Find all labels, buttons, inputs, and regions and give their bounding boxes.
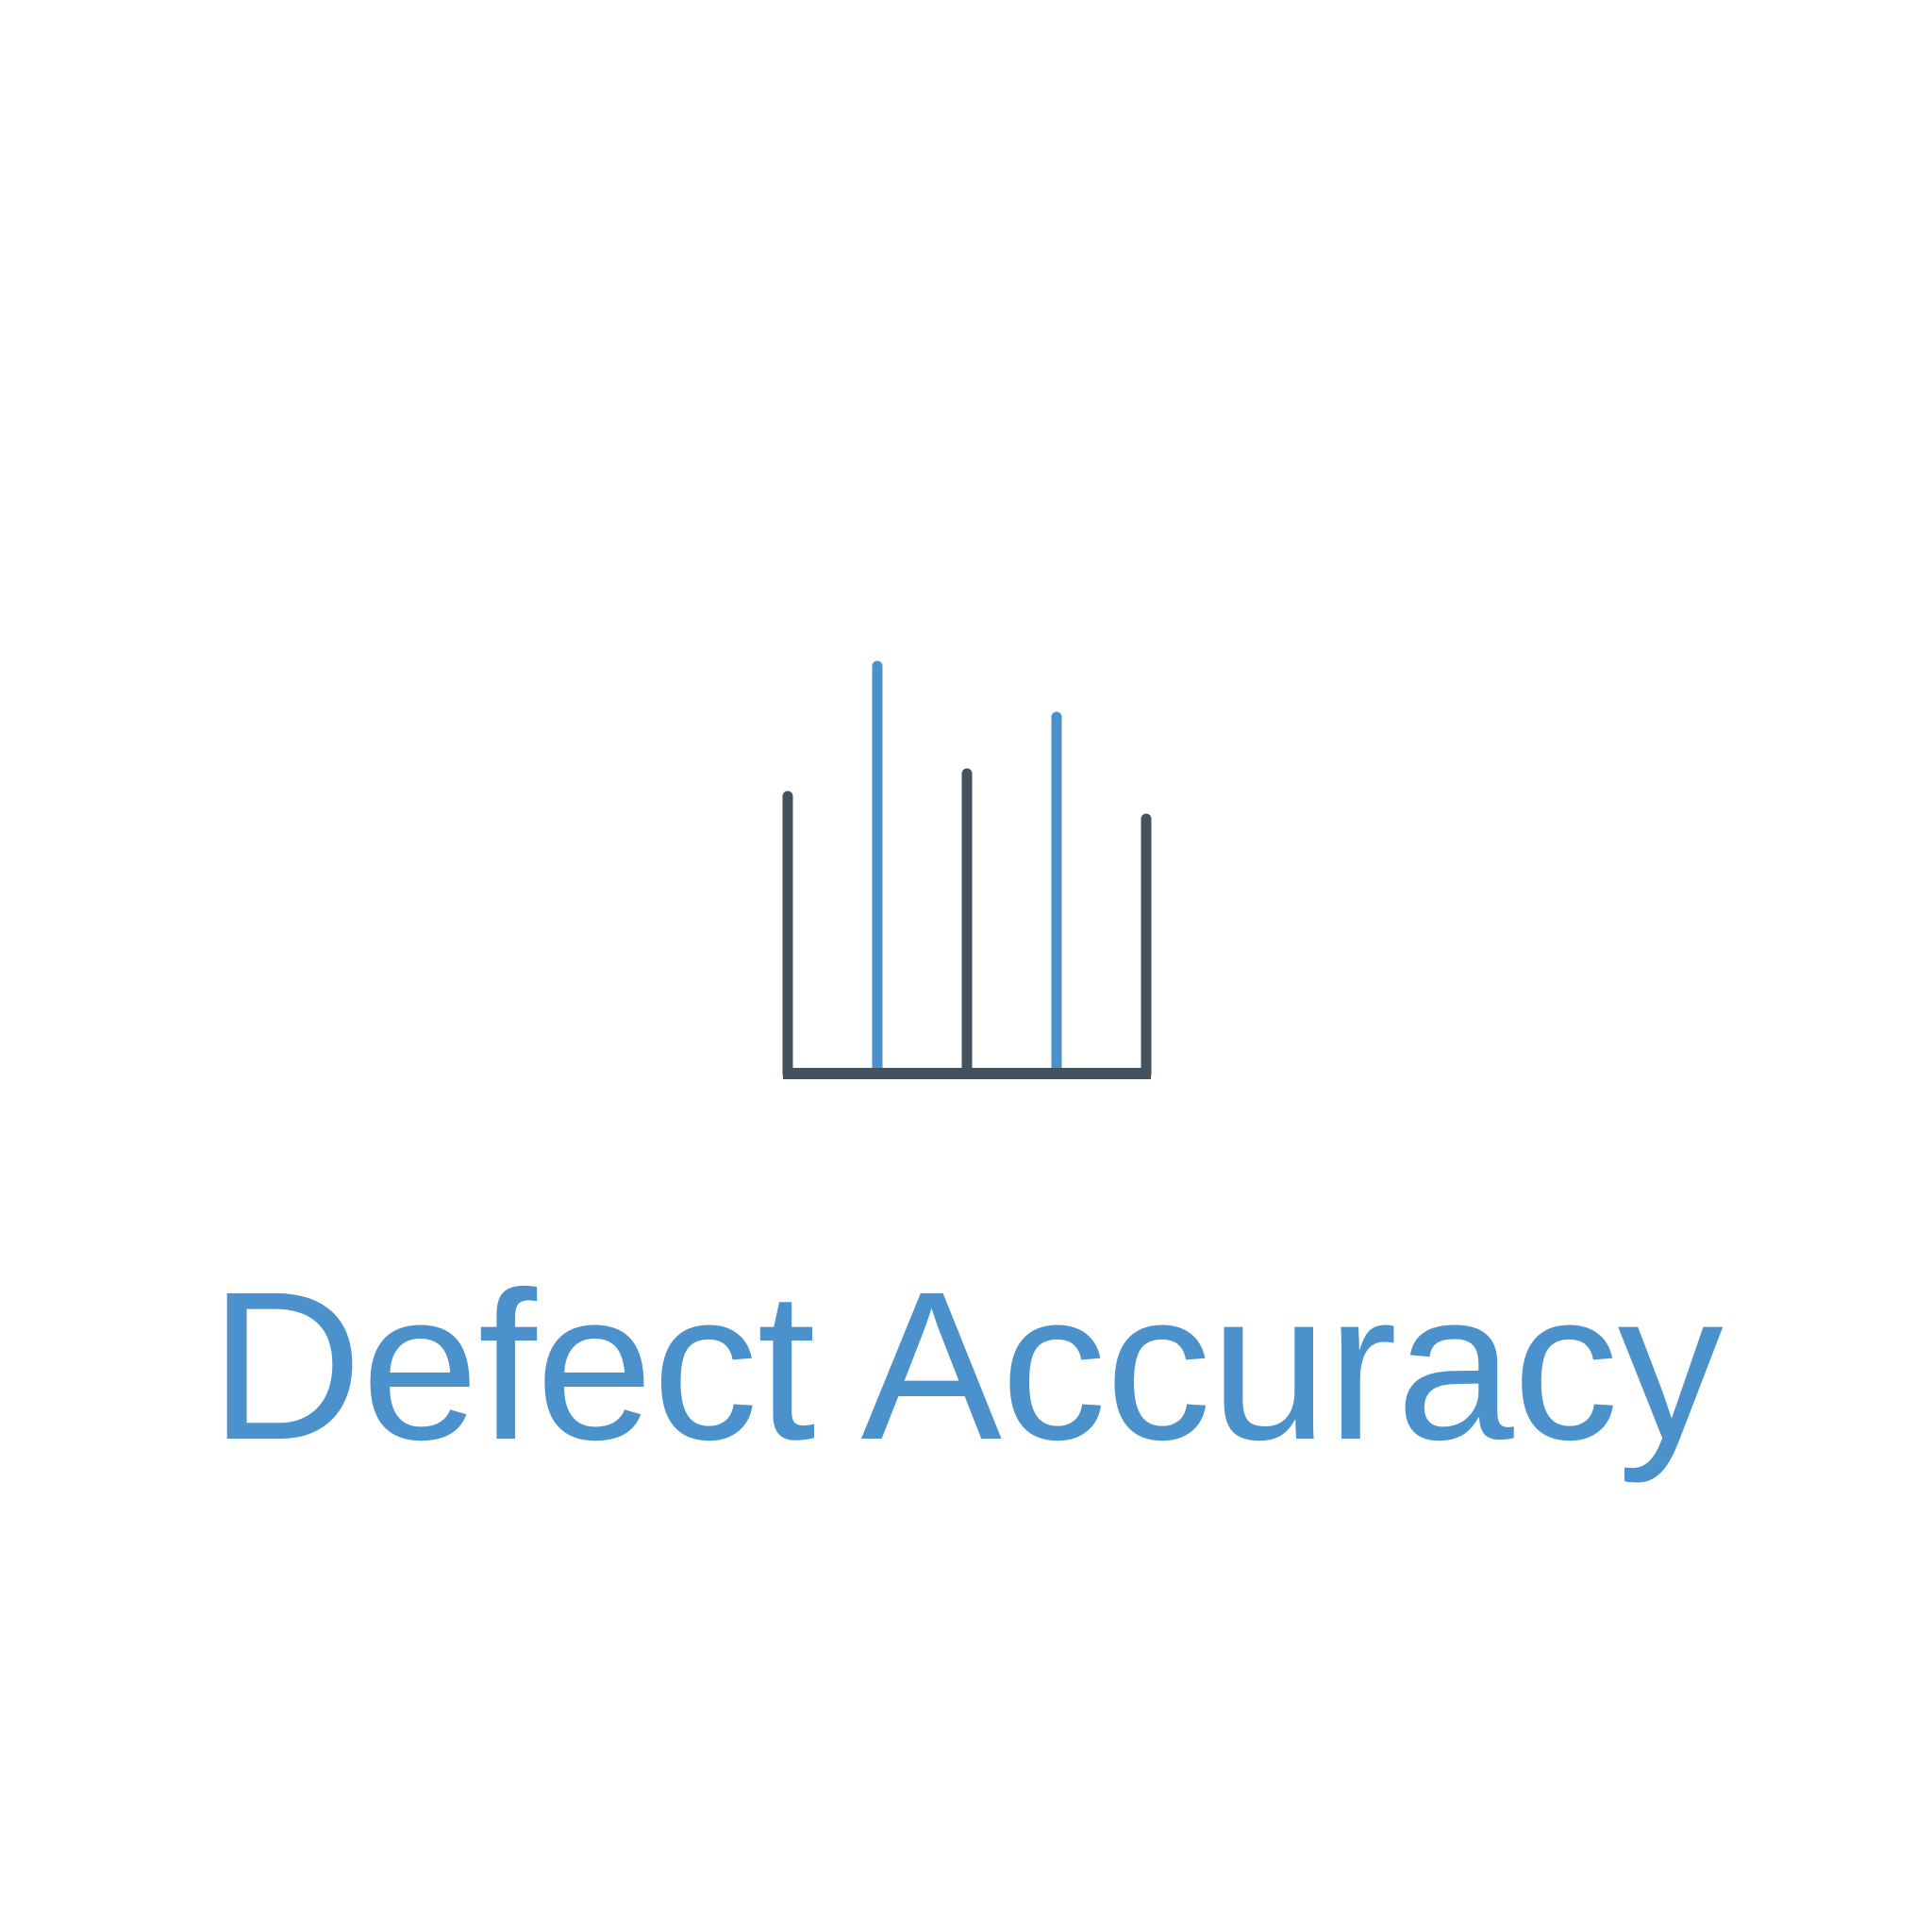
bar-chart-icon xyxy=(782,660,1152,1079)
logo-icon xyxy=(774,524,1160,1090)
page-title: Defect Accuracy xyxy=(209,1248,1723,1484)
